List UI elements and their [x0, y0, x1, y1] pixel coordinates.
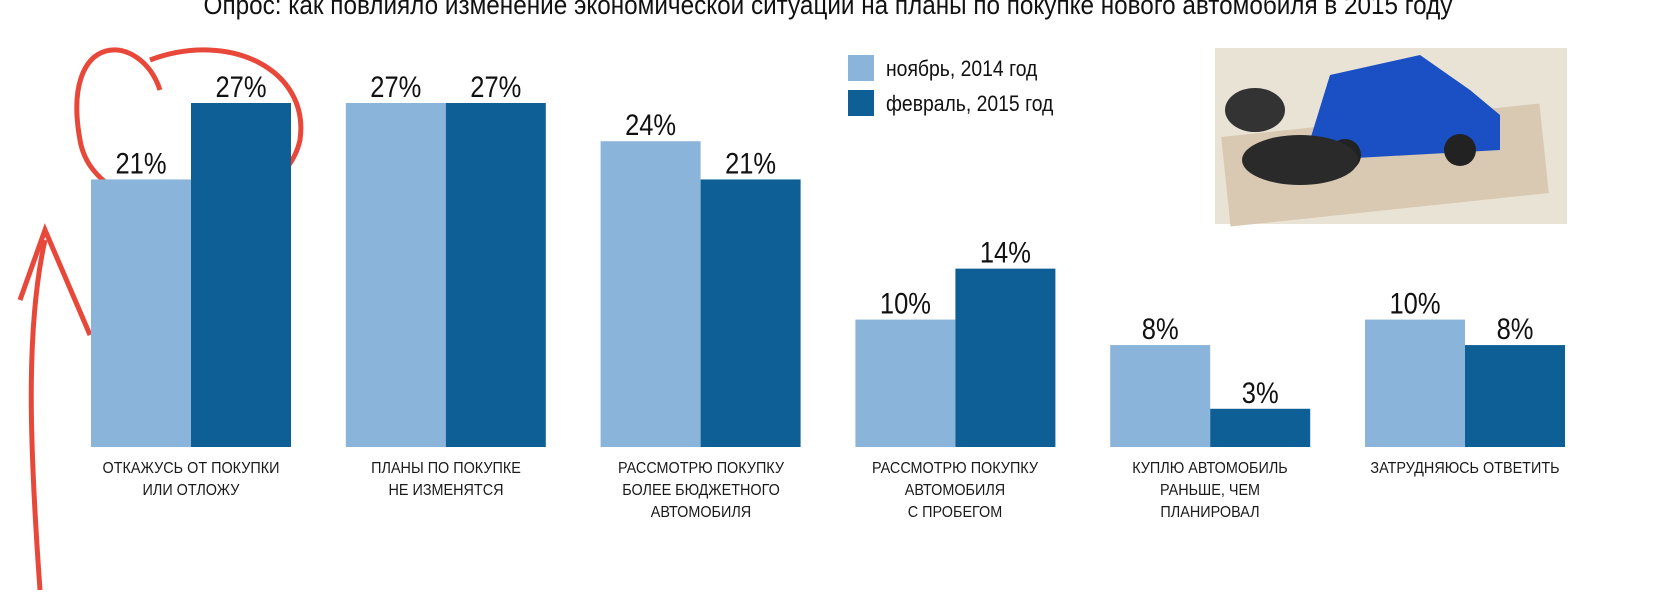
x-tick-label: ПЛАНЫ ПО ПОКУПКЕ НЕ ИЗМЕНЯТСЯ [333, 458, 558, 502]
bar [955, 269, 1055, 447]
bar [701, 179, 801, 447]
bar [1465, 345, 1565, 447]
legend-swatch [848, 55, 874, 81]
bar [1365, 320, 1465, 447]
data-label: 10% [880, 287, 931, 320]
x-tick-label: КУПЛЮ АВТОМОБИЛЬ РАНЬШЕ, ЧЕМ ПЛАНИРОВАЛ [1098, 458, 1323, 524]
bar [91, 179, 191, 447]
bar [346, 103, 446, 447]
bar [191, 103, 291, 447]
bar [855, 320, 955, 447]
bar [1110, 345, 1210, 447]
bar [601, 141, 701, 447]
legend-label: ноябрь, 2014 год [886, 57, 1037, 81]
x-tick-label: ОТКАЖУСЬ ОТ ПОКУПКИ ИЛИ ОТЛОЖУ [79, 458, 304, 502]
page: {"chart_data": { "type": "bar", "title":… [0, 0, 1655, 592]
data-label: 14% [980, 236, 1031, 269]
data-label: 10% [1389, 287, 1440, 320]
data-label: 24% [625, 108, 676, 141]
bar [446, 103, 546, 447]
legend-label: февраль, 2015 год [886, 92, 1053, 116]
data-label: 21% [115, 147, 166, 180]
chart: Опрос: как повлияло изменение экономичес… [0, 0, 1655, 592]
x-tick-label: РАССМОТРЮ ПОКУПКУ АВТОМОБИЛЯ С ПРОБЕГОМ [843, 458, 1068, 524]
data-label: 27% [215, 70, 266, 103]
data-label: 8% [1497, 312, 1534, 345]
data-label: 8% [1142, 312, 1179, 345]
chart-title: Опрос: как повлияло изменение экономичес… [204, 0, 1453, 20]
data-label: 21% [725, 147, 776, 180]
data-label: 27% [370, 70, 421, 103]
x-tick-label: РАССМОТРЮ ПОКУПКУ БОЛЕЕ БЮДЖЕТНОГО АВТОМ… [588, 458, 813, 524]
photo [1215, 48, 1567, 226]
bar [1210, 409, 1310, 447]
x-tick-label: ЗАТРУДНЯЮСЬ ОТВЕТИТЬ [1353, 458, 1578, 480]
data-label: 3% [1242, 376, 1279, 409]
data-label: 27% [470, 70, 521, 103]
legend-swatch [848, 90, 874, 116]
